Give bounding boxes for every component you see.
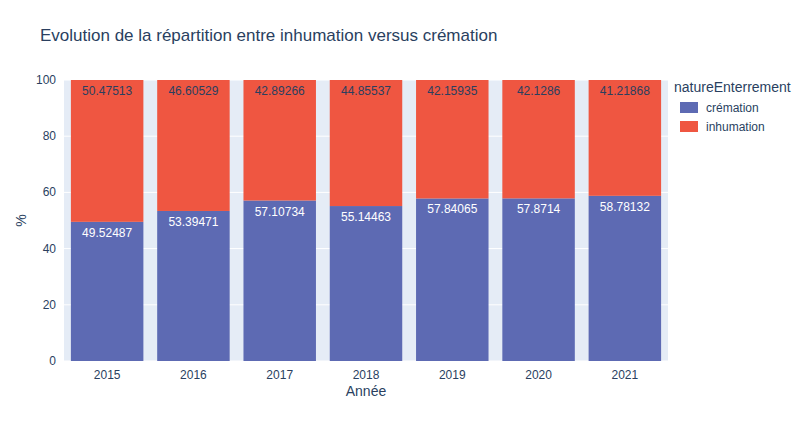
data-label: 42.15935: [427, 84, 477, 98]
data-label: 58.78132: [600, 200, 650, 214]
data-label: 46.60529: [168, 84, 218, 98]
data-label: 49.52487: [82, 226, 132, 240]
bar: [157, 80, 229, 211]
bar: [330, 206, 402, 361]
bar: [589, 80, 661, 196]
bar: [589, 196, 661, 361]
x-tick-label: 2020: [525, 368, 552, 382]
x-axis-title: Année: [346, 383, 387, 399]
y-tick-label: 40: [43, 242, 57, 256]
data-labels: 49.52487 53.39471 57.10734 55.14463 57.84065…: [82, 84, 650, 240]
data-label: 41.21868: [600, 84, 650, 98]
data-label: 57.10734: [255, 205, 305, 219]
bar: [502, 80, 574, 198]
plot-background: [64, 80, 668, 361]
data-label: 42.89266: [255, 84, 305, 98]
chart: 0 20 40 60 80 100 49.52487 53.39471 57.10734 55.1…: [0, 0, 800, 426]
title: Evolution de la répartition entre inhuma…: [40, 26, 497, 45]
y-tick-label: 60: [43, 185, 57, 199]
bar: [416, 80, 488, 198]
data-label: 53.39471: [168, 215, 218, 229]
bar: [243, 201, 315, 361]
y-tick-label: 20: [43, 298, 57, 312]
bar: [157, 211, 229, 361]
x-tick-label: 2019: [439, 368, 466, 382]
legend-title: natureEnterrement: [674, 79, 791, 95]
data-label: 57.84065: [427, 202, 477, 216]
y-tick-label: 0: [49, 354, 56, 368]
bars: [71, 80, 661, 361]
bar: [416, 198, 488, 361]
legend-swatch: [680, 102, 698, 113]
data-label: 44.85537: [341, 84, 391, 98]
x-tick-label: 2021: [612, 368, 639, 382]
bar: [243, 80, 315, 201]
data-label: 57.8714: [517, 202, 561, 216]
x-tick-label: 2016: [180, 368, 207, 382]
bar: [71, 80, 143, 222]
bar: [71, 222, 143, 361]
x-tick-label: 2015: [94, 368, 121, 382]
data-label: 42.1286: [517, 84, 561, 98]
x-tick-label: 2018: [353, 368, 380, 382]
bar: [502, 198, 574, 361]
y-tick-label: 100: [36, 73, 56, 87]
y-tick-label: 80: [43, 129, 57, 143]
data-label: 50.47513: [82, 84, 132, 98]
bar: [330, 80, 402, 206]
legend-swatch: [680, 121, 698, 132]
data-label: 55.14463: [341, 210, 391, 224]
x-tick-label: 2017: [266, 368, 293, 382]
y-axis-title: %: [13, 214, 29, 226]
legend-label: crémation: [706, 101, 759, 115]
legend-label: inhumation: [706, 120, 765, 134]
legend: natureEnterrement crémation inhumation: [674, 79, 791, 134]
